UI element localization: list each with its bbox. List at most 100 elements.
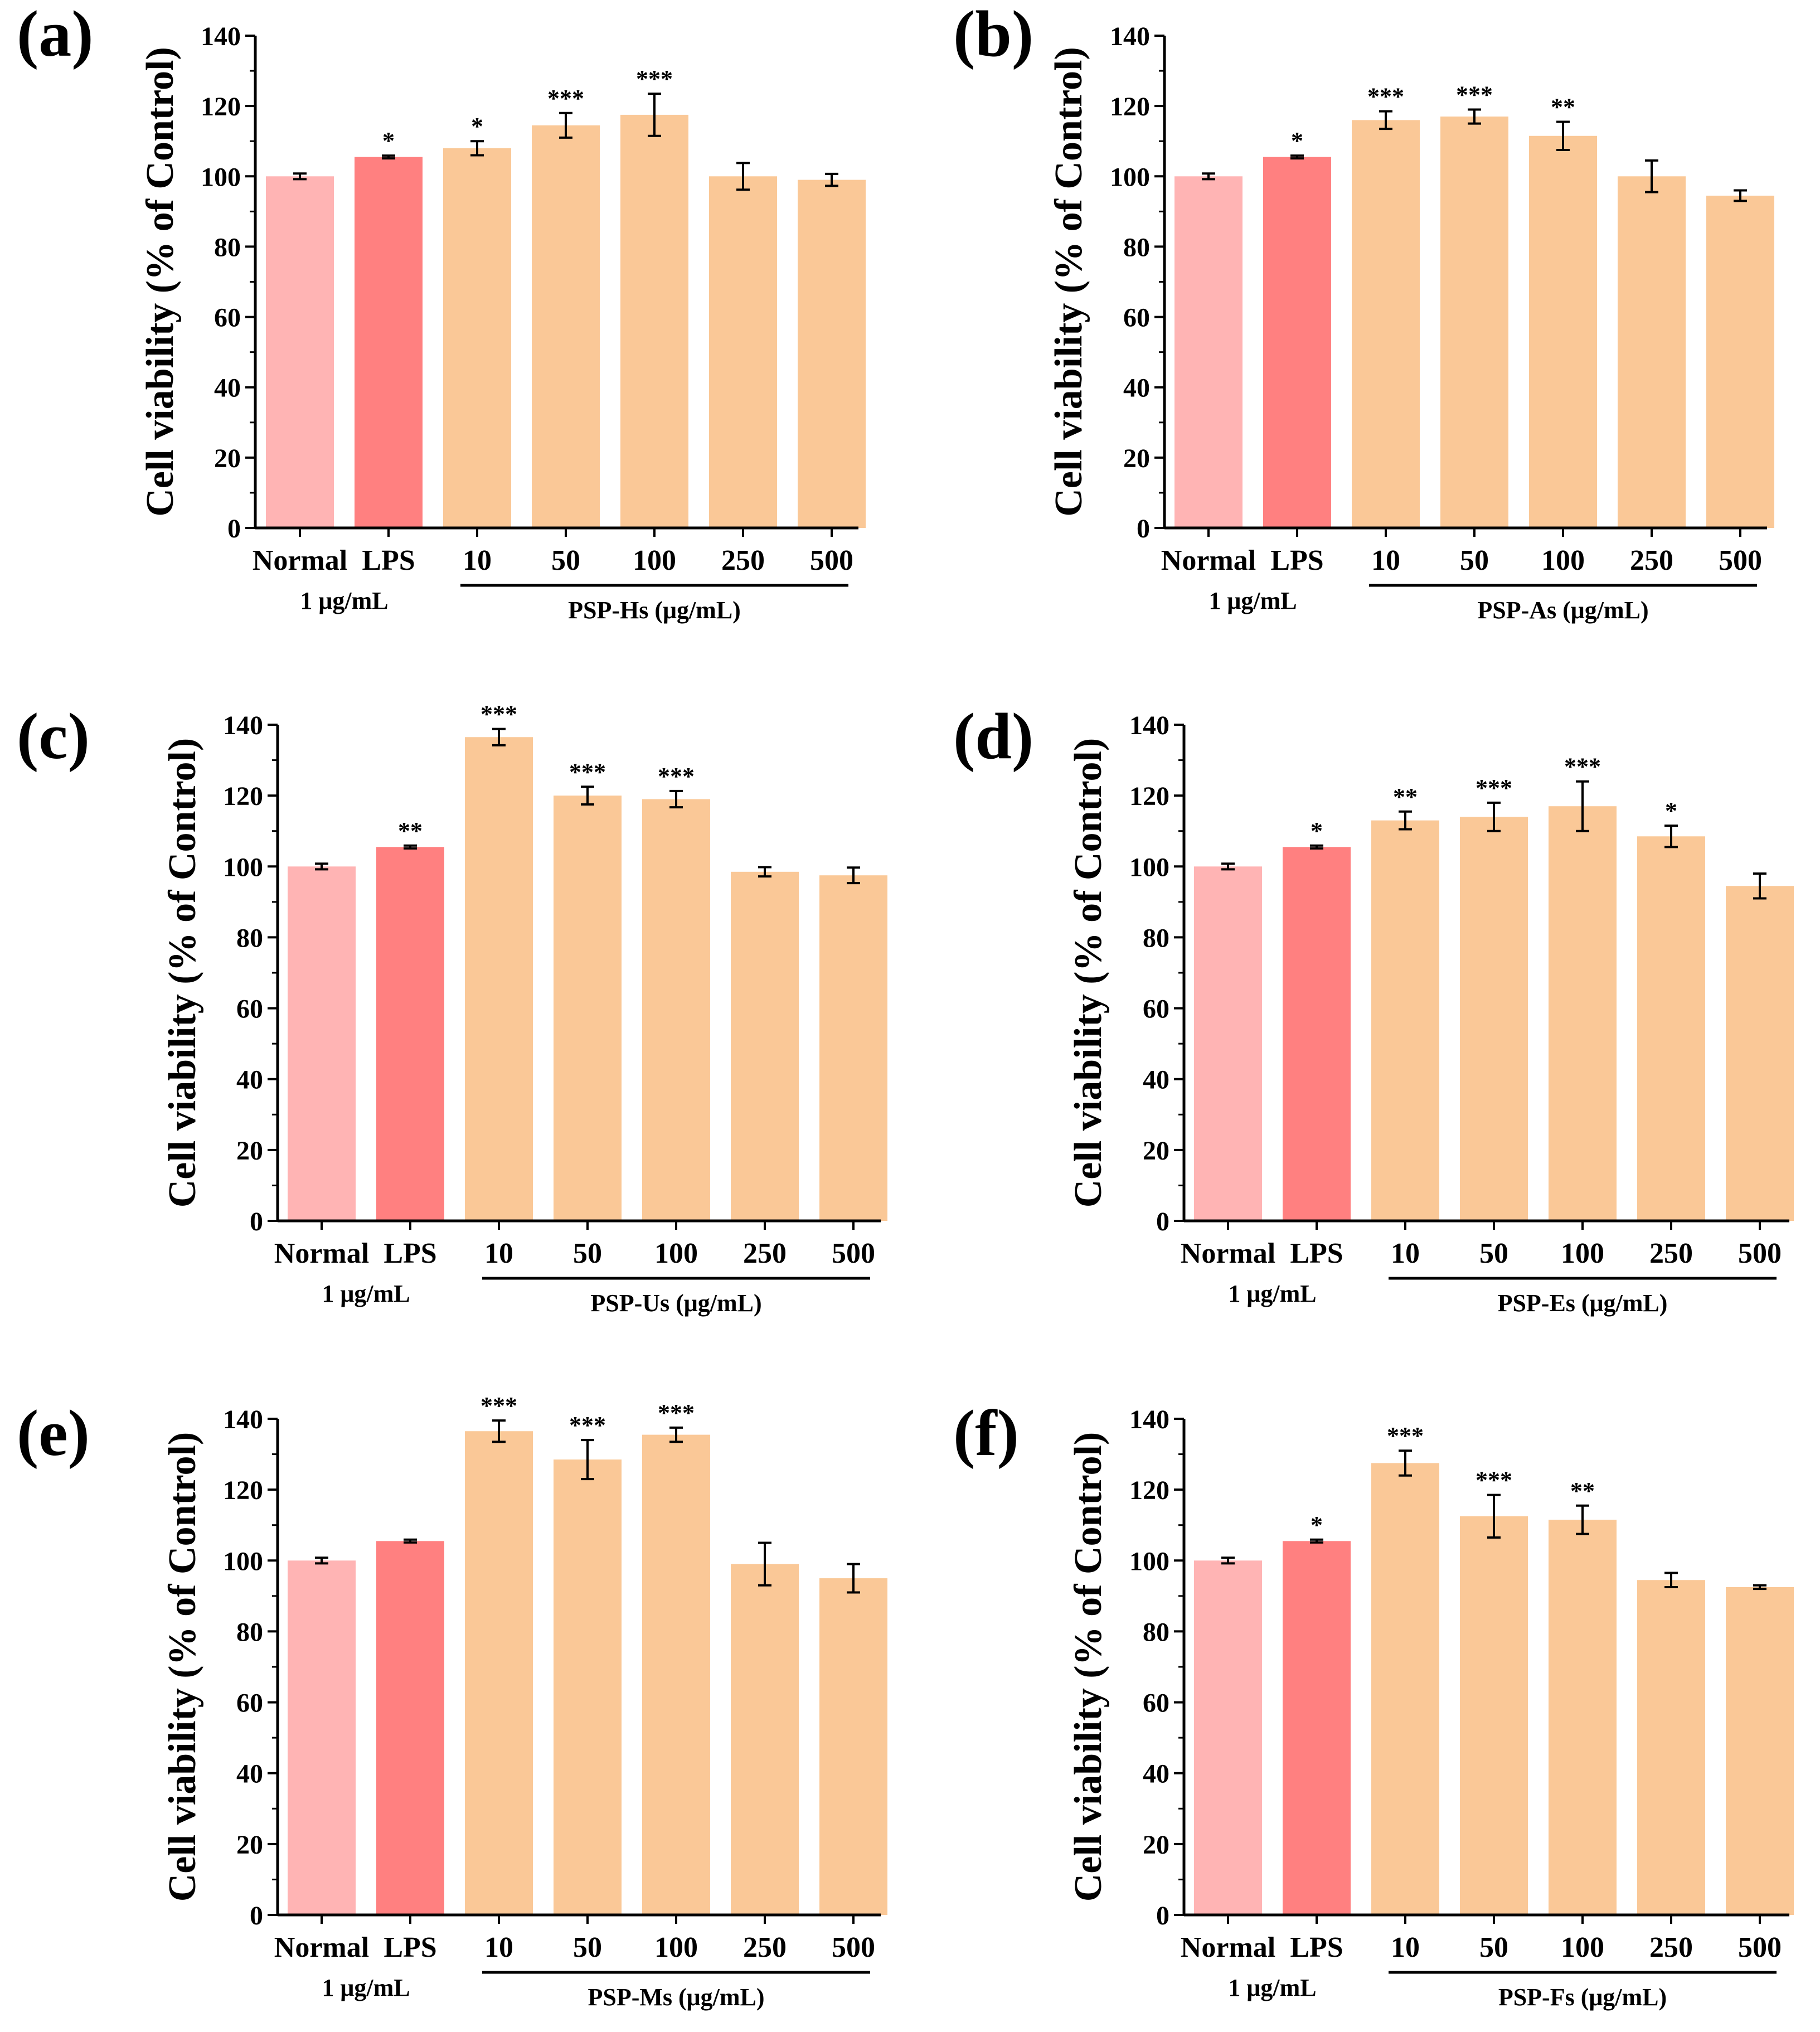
y-tick-label: 140 bbox=[223, 711, 263, 740]
x-tick-label: Normal bbox=[1161, 545, 1256, 576]
chart-panel: (a) Normal * LPS * 10 *** 50 *** 100 250 500 0 20 40 60… bbox=[17, 0, 866, 624]
bar bbox=[288, 1560, 356, 1915]
y-tick-label: 60 bbox=[214, 303, 241, 333]
panel-label: (c) bbox=[17, 700, 90, 773]
bar bbox=[1726, 1587, 1794, 1915]
bar bbox=[819, 1578, 887, 1915]
significance-label: * bbox=[1311, 1511, 1323, 1539]
significance-label: *** bbox=[569, 1412, 606, 1439]
bar bbox=[620, 114, 688, 528]
panel-label: (f) bbox=[953, 1396, 1019, 1470]
bar bbox=[355, 157, 423, 528]
significance-label: * bbox=[1665, 797, 1677, 825]
bar bbox=[266, 176, 334, 528]
significance-label: *** bbox=[658, 1399, 695, 1427]
x-tick-label: LPS bbox=[1290, 1932, 1343, 1963]
y-tick-label: 80 bbox=[236, 1617, 263, 1647]
y-tick-label: 100 bbox=[1110, 162, 1150, 192]
bar bbox=[1174, 176, 1243, 528]
lps-dose-label: 1 μg/mL bbox=[322, 1280, 410, 1307]
y-axis-title: Cell viability (% of Control) bbox=[1067, 738, 1110, 1208]
bar bbox=[554, 1459, 622, 1915]
x-tick-label: 500 bbox=[1738, 1238, 1782, 1269]
significance-label: *** bbox=[1367, 83, 1404, 110]
y-tick-label: 20 bbox=[236, 1136, 263, 1166]
y-tick-label: 40 bbox=[236, 1065, 263, 1095]
y-tick-label: 60 bbox=[1143, 995, 1169, 1024]
y-tick-label: 100 bbox=[1129, 1546, 1169, 1576]
bar bbox=[1637, 1580, 1705, 1915]
x-tick-label: 100 bbox=[1561, 1238, 1604, 1269]
bar bbox=[1726, 886, 1794, 1221]
bar bbox=[1529, 135, 1597, 528]
significance-label: ** bbox=[398, 817, 423, 845]
bar bbox=[1283, 1541, 1351, 1915]
significance-label: *** bbox=[481, 701, 517, 728]
x-tick-label: 50 bbox=[1460, 545, 1489, 576]
x-tick-label: 100 bbox=[654, 1238, 698, 1269]
bar bbox=[1618, 176, 1686, 528]
y-tick-label: 120 bbox=[1129, 1476, 1169, 1505]
chart-panel: (c) Normal ** LPS *** 10 *** 50 *** 100 250 500 0 20 4… bbox=[17, 700, 887, 1317]
x-tick-label: LPS bbox=[1290, 1238, 1343, 1269]
bar bbox=[465, 737, 533, 1221]
significance-label: * bbox=[471, 113, 483, 140]
x-tick-label: 10 bbox=[1391, 1932, 1420, 1963]
y-tick-label: 0 bbox=[1156, 1901, 1169, 1931]
significance-label: *** bbox=[658, 763, 695, 790]
x-tick-label: 50 bbox=[573, 1238, 602, 1269]
significance-label: *** bbox=[547, 85, 584, 112]
y-tick-label: 20 bbox=[1123, 444, 1150, 473]
y-axis-title: Cell viability (% of Control) bbox=[161, 738, 204, 1208]
y-tick-label: 80 bbox=[214, 232, 241, 262]
x-tick-label: 500 bbox=[832, 1932, 875, 1963]
x-tick-label: 250 bbox=[743, 1932, 787, 1963]
bar bbox=[1460, 817, 1528, 1221]
significance-label: *** bbox=[1456, 81, 1493, 108]
bar bbox=[1371, 1463, 1439, 1915]
x-tick-label: 250 bbox=[743, 1238, 787, 1269]
bar bbox=[1549, 1520, 1617, 1915]
chart-panel: (d) Normal * LPS ** 10 *** 50 *** 100 * 250 500 0 20 40… bbox=[953, 700, 1794, 1317]
x-tick-label: LPS bbox=[1270, 545, 1323, 576]
x-tick-label: 100 bbox=[654, 1932, 698, 1963]
y-tick-label: 20 bbox=[214, 444, 241, 473]
y-tick-label: 0 bbox=[227, 514, 241, 544]
y-tick-label: 0 bbox=[1156, 1207, 1169, 1236]
significance-label: * bbox=[1311, 817, 1323, 845]
significance-label: *** bbox=[636, 65, 673, 93]
bar bbox=[819, 875, 887, 1221]
y-axis-title: Cell viability (% of Control) bbox=[1047, 47, 1090, 517]
lps-dose-label: 1 μg/mL bbox=[1228, 1280, 1316, 1307]
significance-label: *** bbox=[1476, 774, 1512, 802]
significance-label: *** bbox=[1564, 753, 1601, 780]
x-tick-label: Normal bbox=[274, 1932, 369, 1963]
bar bbox=[1440, 117, 1508, 528]
lps-dose-label: 1 μg/mL bbox=[322, 1974, 410, 2001]
y-tick-label: 80 bbox=[1143, 923, 1169, 953]
x-tick-label: 250 bbox=[1630, 545, 1673, 576]
x-tick-label: 500 bbox=[832, 1238, 875, 1269]
y-tick-label: 40 bbox=[1143, 1759, 1169, 1789]
bar bbox=[642, 799, 710, 1221]
bar bbox=[1460, 1516, 1528, 1915]
y-tick-label: 80 bbox=[236, 923, 263, 953]
x-tick-label: 50 bbox=[1479, 1238, 1508, 1269]
bar bbox=[731, 871, 799, 1221]
x-tick-label: 250 bbox=[1649, 1238, 1693, 1269]
x-tick-label: Normal bbox=[1181, 1932, 1275, 1963]
x-tick-label: 250 bbox=[721, 545, 765, 576]
lps-dose-label: 1 μg/mL bbox=[1228, 1974, 1316, 2001]
x-tick-label: 500 bbox=[1719, 545, 1762, 576]
x-tick-label: 10 bbox=[1371, 545, 1400, 576]
x-tick-label: 500 bbox=[1738, 1932, 1782, 1963]
bar bbox=[1194, 1560, 1262, 1915]
significance-label: ** bbox=[1570, 1477, 1595, 1505]
y-tick-label: 100 bbox=[1129, 852, 1169, 882]
significance-label: ** bbox=[1551, 94, 1575, 121]
y-tick-label: 60 bbox=[1123, 303, 1150, 333]
panel-label: (d) bbox=[953, 700, 1033, 773]
x-tick-label: 50 bbox=[551, 545, 580, 576]
significance-label: *** bbox=[1476, 1467, 1512, 1494]
bar bbox=[642, 1434, 710, 1915]
